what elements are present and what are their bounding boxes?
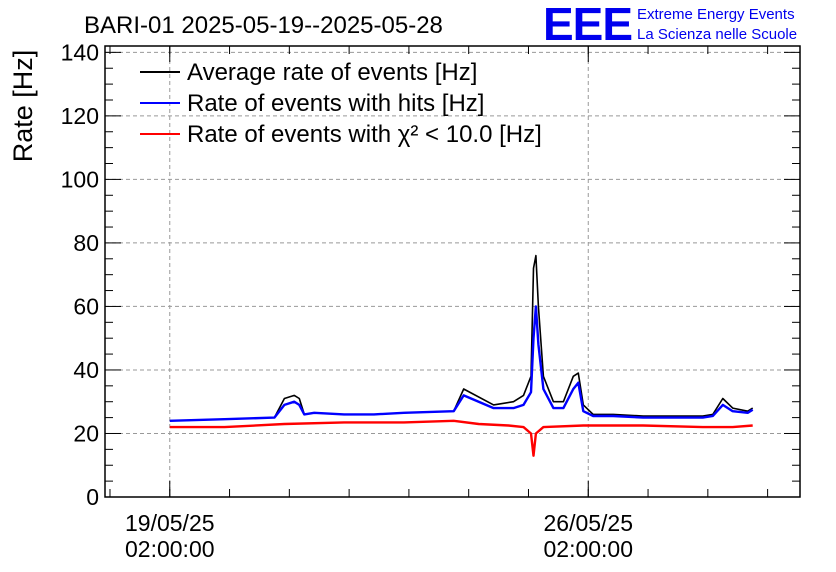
plot-frame <box>104 45 801 498</box>
series-line-1 <box>169 254 754 422</box>
x-tick-label-date: 26/05/25 <box>543 510 633 536</box>
brand-line-2: La Scienza nelle Scuole <box>637 26 797 43</box>
y-tick-label: 40 <box>73 357 99 383</box>
y-axis-label: Rate [Hz] <box>8 50 38 163</box>
y-tick-label: 20 <box>73 420 99 446</box>
series-line-3 <box>169 419 753 457</box>
y-tick-label: 100 <box>61 166 99 192</box>
y-tick-label: 60 <box>73 293 99 319</box>
axis-ticks <box>105 46 800 498</box>
x-tick-label-time: 02:00:00 <box>543 536 633 562</box>
y-tick-label: 80 <box>73 230 99 256</box>
series-lines <box>169 254 754 457</box>
y-tick-labels: 0 20 40 60 80 100 120 140 <box>61 39 99 510</box>
brand-block: EEE Extreme Energy Events La Scienza nel… <box>543 0 797 50</box>
y-tick-label: 120 <box>61 103 99 129</box>
y-tick-label: 0 <box>86 484 99 510</box>
grid <box>105 46 800 497</box>
legend-label-2: Rate of events with hits [Hz] <box>187 90 484 117</box>
chart-title: BARI-01 2025-05-19--2025-05-28 <box>84 12 443 39</box>
series-line-2 <box>169 305 754 422</box>
x-tick-label-time: 02:00:00 <box>125 536 215 562</box>
x-tick-label-date: 19/05/25 <box>125 510 215 536</box>
legend-label-3: Rate of events with χ² < 10.0 [Hz] <box>187 121 542 148</box>
brand-line-1: Extreme Energy Events <box>637 6 795 23</box>
y-tick-label: 140 <box>61 39 99 65</box>
legend: Average rate of events [Hz] Rate of event… <box>140 59 542 148</box>
eee-logo: EEE <box>543 0 632 50</box>
legend-label-1: Average rate of events [Hz] <box>187 59 477 86</box>
